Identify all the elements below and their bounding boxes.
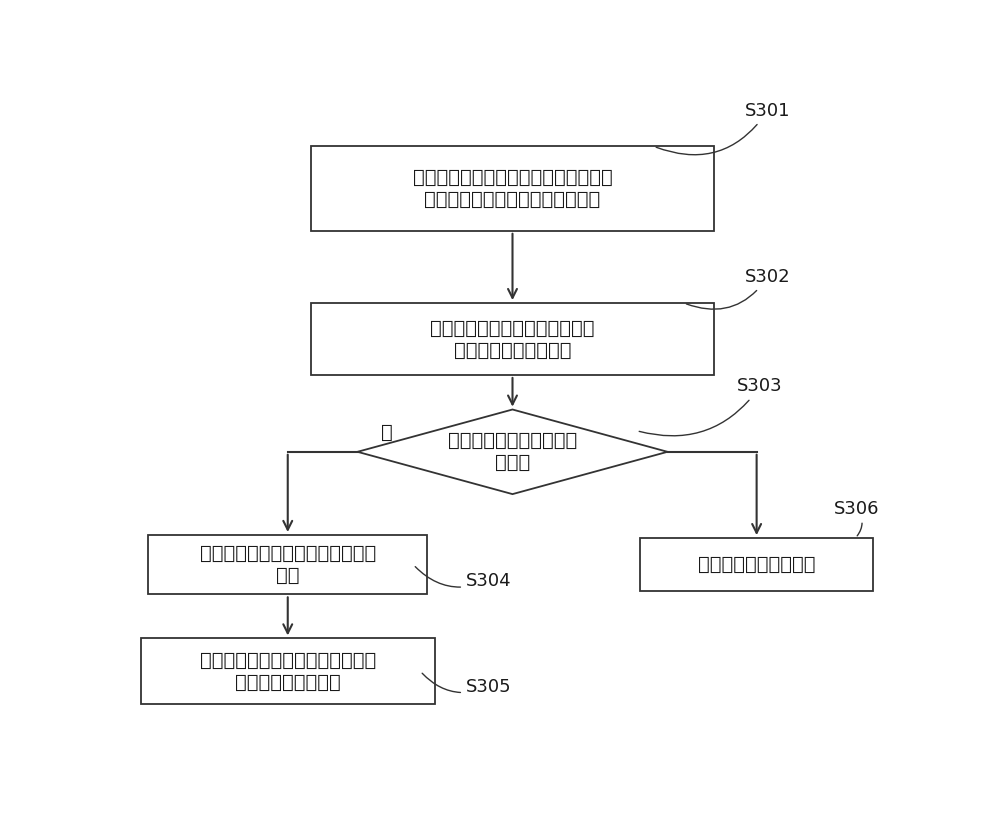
FancyBboxPatch shape (311, 147, 714, 231)
FancyBboxPatch shape (640, 538, 873, 591)
Text: S303: S303 (639, 378, 783, 435)
FancyBboxPatch shape (148, 535, 427, 594)
Polygon shape (358, 409, 668, 494)
Text: 将目标历史标签内容放入文本接收
数组: 将目标历史标签内容放入文本接收 数组 (200, 544, 376, 585)
Text: 按照关联度从高到低的顺序向用
户展示历史标签内容，: 按照关联度从高到低的顺序向用 户展示历史标签内容， (430, 318, 595, 360)
Text: 是: 是 (381, 423, 392, 443)
Text: S305: S305 (422, 673, 512, 696)
Text: S304: S304 (415, 567, 512, 589)
FancyBboxPatch shape (311, 303, 714, 375)
Text: S306: S306 (834, 500, 880, 536)
Text: 对该字符进行判断分析: 对该字符进行判断分析 (698, 555, 815, 574)
FancyBboxPatch shape (140, 638, 435, 704)
Text: S301: S301 (656, 102, 790, 155)
Text: 是否接收到用户的内容选
择请求: 是否接收到用户的内容选 择请求 (448, 431, 577, 472)
Text: 从用户的历史标签元素集中获取与用户
输入的字符关联的历史标签内容，: 从用户的历史标签元素集中获取与用户 输入的字符关联的历史标签内容， (413, 168, 612, 209)
Text: S302: S302 (686, 268, 791, 309)
Text: 创建新的第二数组，以新的第二数
组作为文本接收数组: 创建新的第二数组，以新的第二数 组作为文本接收数组 (200, 650, 376, 692)
